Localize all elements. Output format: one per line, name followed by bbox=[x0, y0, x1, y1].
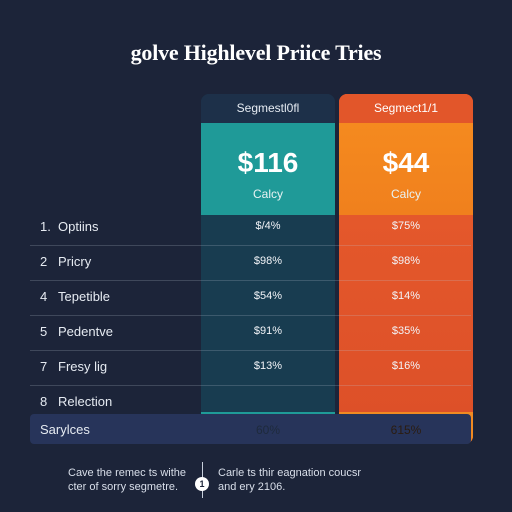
row-value-a: $91% bbox=[253, 325, 283, 337]
column-header: Segmect1/1 bbox=[339, 94, 473, 123]
table-row: 8 Relection bbox=[30, 385, 471, 420]
column-header: Segmestl0fl bbox=[201, 94, 335, 123]
table-row: 7 Fresy lig $13% $16% bbox=[30, 350, 471, 386]
summary-value-a: 60% bbox=[255, 423, 281, 437]
row-value-a: $54% bbox=[253, 290, 283, 302]
footnote-right: Carle ts thir eagnation coucsr and ery 2… bbox=[218, 467, 362, 493]
price-panel: $116 Calcy bbox=[201, 123, 335, 215]
row-value-b: $35% bbox=[391, 325, 421, 337]
row-value-a: $98% bbox=[253, 255, 283, 267]
row-value-a: $13% bbox=[253, 360, 283, 372]
row-value-b: $16% bbox=[391, 360, 421, 372]
row-label: 2 Pricry bbox=[40, 254, 92, 269]
row-label: 4 Tepetible bbox=[40, 289, 111, 304]
row-value-a: $/4% bbox=[255, 220, 281, 232]
price-caption: Calcy bbox=[390, 187, 421, 201]
table-row: 5 Pedentve $91% $35% bbox=[30, 315, 471, 351]
column-body bbox=[339, 215, 473, 444]
row-label: 7 Fresy lig bbox=[40, 359, 108, 374]
summary-label: Sarylces bbox=[40, 422, 90, 437]
price-value: $116 bbox=[237, 147, 299, 178]
row-label: 1. Optiins bbox=[40, 219, 99, 234]
row-value-b: $14% bbox=[391, 290, 421, 302]
table-row: 2 Pricry $98% $98% bbox=[30, 245, 471, 281]
price-caption: Calcy bbox=[252, 187, 283, 201]
row-value-b: $75% bbox=[391, 220, 421, 232]
table-row: 4 Tepetible $54% $14% bbox=[30, 280, 471, 316]
row-label: 8 Relection bbox=[40, 394, 113, 409]
footnote-left: Cave the remec ts withe cter of sorry se… bbox=[68, 467, 186, 493]
column-body bbox=[201, 215, 335, 444]
summary-value-b: 615% bbox=[390, 423, 422, 437]
price-value: $44 bbox=[382, 147, 430, 178]
page-title: golve Highlevel Priice Tries bbox=[130, 40, 382, 65]
pricing-column-segment-a[interactable]: Segmestl0fl $116 Calcy bbox=[201, 94, 335, 444]
table-row: 1. Optiins $/4% $75% bbox=[30, 210, 471, 246]
row-value-b: $98% bbox=[391, 255, 421, 267]
pricing-column-segment-b[interactable]: Segmect1/1 $44 Calcy bbox=[339, 94, 473, 444]
info-icon[interactable]: 1 bbox=[195, 477, 209, 491]
summary-row: Sarylces 60% 615% bbox=[30, 414, 471, 444]
price-panel: $44 Calcy bbox=[339, 123, 473, 215]
row-label: 5 Pedentve bbox=[40, 324, 113, 339]
